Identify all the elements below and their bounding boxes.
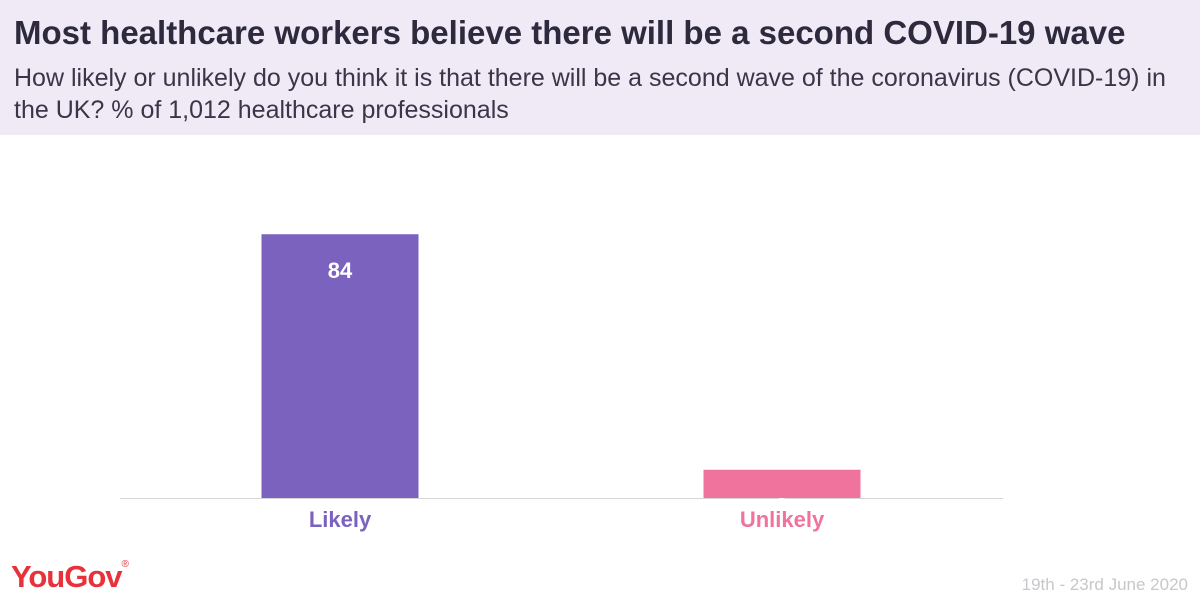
data-label-likely: 84: [328, 258, 353, 283]
tick-label-unlikely: Unlikely: [740, 507, 825, 532]
bar-likely: [261, 234, 419, 498]
logo-registered-mark: ®: [121, 559, 129, 570]
yougov-logo: YouGov®: [11, 559, 129, 595]
data-label-unlikely: 9: [776, 494, 788, 519]
fieldwork-date: 19th - 23rd June 2020: [1021, 575, 1188, 594]
logo-text: YouGov: [11, 559, 123, 594]
chart-title: Most healthcare workers believe there wi…: [14, 14, 1126, 51]
chart-subtitle: How likely or unlikely do you think it i…: [14, 64, 1166, 124]
tick-label-likely: Likely: [309, 507, 372, 532]
chart-header: Most healthcare workers believe there wi…: [0, 0, 1200, 135]
bar-unlikely: [703, 469, 861, 498]
